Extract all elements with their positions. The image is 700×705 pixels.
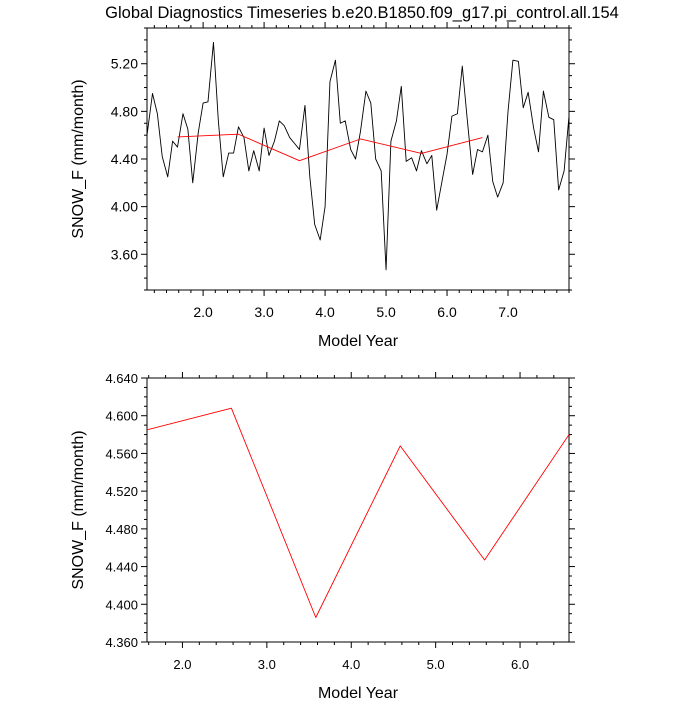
y-tick-label: 4.440: [105, 560, 138, 575]
y-axis-label: SNOW_F (mm/month): [70, 79, 87, 238]
series-line-1: [177, 133, 483, 162]
top-panel: 3.60 4.00 4.40 4.80 5.20 2.0 3.0 4.0 5.0 6.0 7.0 Mo…: [70, 22, 575, 350]
y-tick-label: 4.80: [111, 103, 138, 119]
x-tick-label: 4.0: [342, 657, 360, 672]
y-tick-label: 4.640: [105, 371, 138, 386]
x-tick-label: 3.0: [258, 657, 276, 672]
y-tick-label: 4.520: [105, 484, 138, 499]
y-tick-label: 4.40: [111, 151, 138, 167]
y-tick-label: 4.360: [105, 635, 138, 650]
x-tick-label: 5.0: [427, 657, 445, 672]
series-line-0: [147, 407, 569, 618]
x-axis-label: Model Year: [318, 685, 399, 700]
x-tick-label: 3.0: [254, 304, 274, 320]
y-tick-label: 3.60: [111, 246, 138, 262]
y-tick-label: 4.400: [105, 597, 138, 612]
x-tick-label: 4.0: [315, 304, 335, 320]
x-tick-label: 7.0: [498, 304, 518, 320]
x-tick-label: 6.0: [511, 657, 529, 672]
chart-title: Global Diagnostics Timeseries b.e20.B185…: [105, 4, 619, 22]
x-axis-label: Model Year: [318, 333, 399, 350]
x-tick-label: 5.0: [376, 304, 396, 320]
y-tick-label: 4.600: [105, 409, 138, 424]
y-tick-label: 4.560: [105, 446, 138, 461]
y-tick-label: 5.20: [111, 56, 138, 72]
plot-frame: [146, 377, 570, 643]
y-tick-label: 4.00: [111, 199, 138, 215]
y-axis-label: SNOW_F (mm/month): [70, 430, 87, 589]
x-tick-label: 2.0: [193, 304, 213, 320]
x-tick-label: 6.0: [437, 304, 457, 320]
y-tick-label: 4.480: [105, 522, 138, 537]
bottom-panel: 4.360 4.400 4.440 4.480 4.520 4.560 4.600 4.640…: [70, 371, 575, 702]
x-tick-label: 2.0: [173, 657, 191, 672]
plot-frame: [146, 27, 570, 291]
series-line-0: [147, 41, 569, 271]
